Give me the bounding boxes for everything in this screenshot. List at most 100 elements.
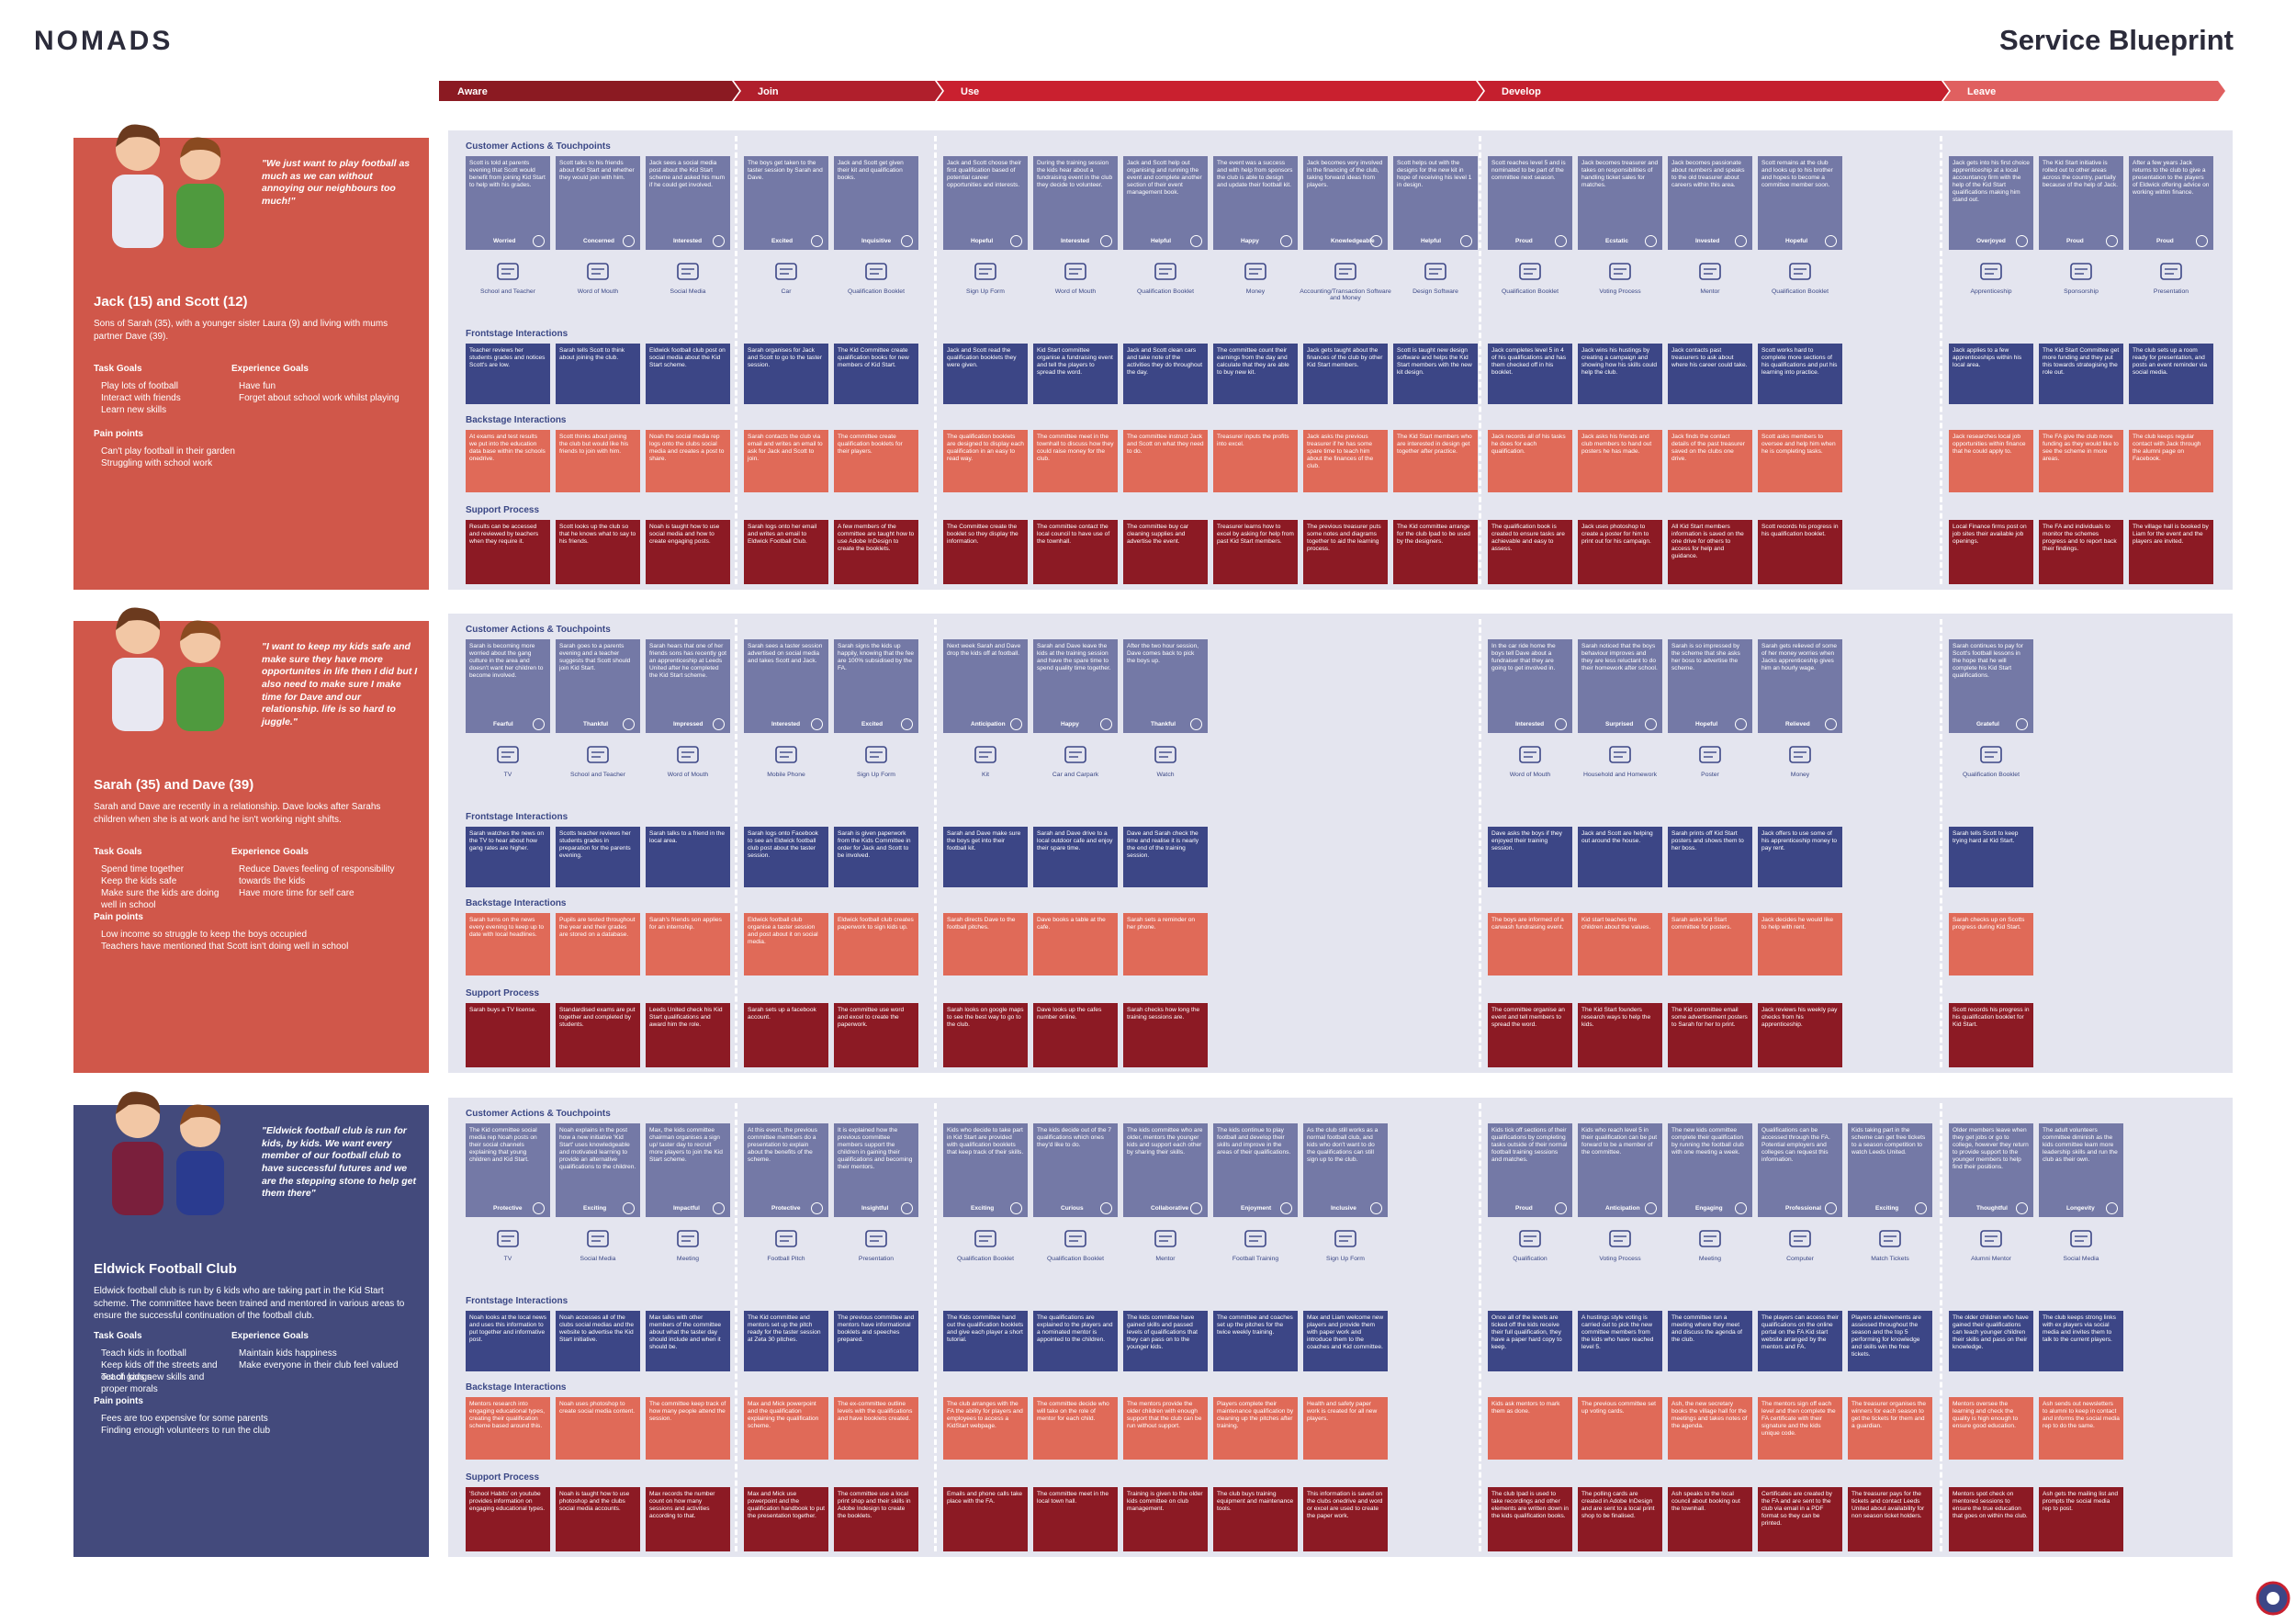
frontstage-card: Scott is taught new design software and … xyxy=(1393,344,1478,404)
action-card: Kids tick off sections of their qualific… xyxy=(1488,1123,1572,1217)
action-text: Older members leave when they get jobs o… xyxy=(1953,1127,2029,1171)
backstage-card: Ash, the new secretary books the village… xyxy=(1668,1397,1752,1460)
action-text: The kids decide out of the 7 qualificati… xyxy=(1037,1127,1112,1149)
emotion: Hopeful xyxy=(971,238,994,245)
emotion: Anticipation xyxy=(1605,1205,1640,1212)
lane-label: Customer Actions & Touchpoints xyxy=(466,1109,611,1119)
emotion: Longevity xyxy=(2066,1205,2095,1212)
task-goal: Keep the kids safe xyxy=(101,876,177,886)
persona-name: Eldwick Football Club xyxy=(94,1261,237,1277)
lane-label: Frontstage Interactions xyxy=(466,1296,568,1306)
lane-label: Backstage Interactions xyxy=(466,898,567,908)
touchpoint-icon xyxy=(1789,1230,1811,1247)
action-card: Scott remains at the club and looks up t… xyxy=(1758,156,1842,250)
pain-point: Teachers have mentioned that Scott isn't… xyxy=(101,942,349,952)
emotion: Fearful xyxy=(493,721,513,728)
icon-shape xyxy=(1154,1230,1176,1247)
persona-bio: Sarah and Dave are recently in a relatio… xyxy=(94,802,381,825)
emotion-face xyxy=(1645,1202,1657,1214)
action-card: Sarah is becoming more worried about the… xyxy=(466,639,550,733)
touchpoint-icon xyxy=(974,263,996,280)
task-goal: Play lots of football xyxy=(101,381,178,391)
frontstage-card: Players achievements are assessed throug… xyxy=(1848,1311,1932,1371)
support-card: Scott records his progress in his qualif… xyxy=(1949,1003,2033,1067)
icon-shape xyxy=(974,263,996,280)
hair xyxy=(180,137,221,158)
icon-shape xyxy=(1980,263,2002,280)
experience-goal: Have more time for self care xyxy=(239,888,355,898)
emotion: Protective xyxy=(493,1205,523,1212)
touchpoint-icon xyxy=(497,746,519,763)
emotion-face xyxy=(1555,718,1567,730)
action-card: Max, the kids committee chairman organis… xyxy=(646,1123,730,1217)
support-card: Results can be accessed and reviewed by … xyxy=(466,520,550,584)
action-card: After the two hour session, Dave comes b… xyxy=(1123,639,1208,733)
support-card: 'School Habits' on youtube provides info… xyxy=(466,1487,550,1551)
icon-shape xyxy=(1980,1230,2002,1247)
emotion-face xyxy=(623,1202,635,1214)
touchpoint-icon xyxy=(775,746,797,763)
support-card: Scott records his progress in his qualif… xyxy=(1758,520,1842,584)
icon-shape xyxy=(974,1230,996,1247)
frontstage-card: Sarah tells Scott to keep trying hard at… xyxy=(1949,827,2033,887)
emotion-face xyxy=(811,235,823,247)
support-card: The committee use a local print shop and… xyxy=(834,1487,918,1551)
backstage-card: Jack decides he would like to help with … xyxy=(1758,913,1842,976)
touchpoint-label: Sign Up Form xyxy=(1326,1256,1365,1262)
touchpoint-label: Word of Mouth xyxy=(1054,288,1097,295)
support-card: Scott looks up the club so that he knows… xyxy=(556,520,640,584)
touchpoint-label: TV xyxy=(503,772,512,778)
action-text: Sarah signs the kids up happily, knowing… xyxy=(838,643,915,672)
touchpoint-icon xyxy=(1519,1230,1541,1247)
action-text: The kids continue to play football and d… xyxy=(1217,1127,1291,1156)
experience-goal: Forget about school work whilst playing xyxy=(239,393,400,403)
emotion: Curious xyxy=(1061,1205,1084,1212)
stage-separator xyxy=(1940,619,1942,1067)
emotion-face xyxy=(811,1202,823,1214)
touchpoint-label: Kit xyxy=(982,772,989,778)
frontstage-card: Sarah prints off Kid Start posters and s… xyxy=(1668,827,1752,887)
touchpoint-icon xyxy=(1609,1230,1631,1247)
touchpoint-label: Mentor xyxy=(1700,288,1720,295)
emotion-face xyxy=(1555,235,1567,247)
action-card: Jack becomes passionate about numbers an… xyxy=(1668,156,1752,250)
emotion-face xyxy=(1825,1202,1837,1214)
emotion-face xyxy=(901,1202,913,1214)
frontstage-card: The qualifications are explained to the … xyxy=(1033,1311,1118,1371)
backstage-card: Scott asks members to oversee and help h… xyxy=(1758,430,1842,492)
support-card: The club buys training equipment and mai… xyxy=(1213,1487,1298,1551)
support-card: The Kid Start founders research ways to … xyxy=(1578,1003,1662,1067)
action-text: Sarah is becoming more worried about the… xyxy=(469,643,544,680)
touchpoint-label: Qualification xyxy=(1513,1256,1548,1262)
stage-separator xyxy=(934,1103,937,1551)
touchpoint-label: Design Software xyxy=(1412,288,1458,295)
action-text: Jack sees a social media post about the … xyxy=(649,160,726,189)
touchpoint-label: Qualification Booklet xyxy=(1963,772,2020,778)
hair xyxy=(116,1091,161,1114)
stage-label: Use xyxy=(961,86,979,97)
frontstage-card: Jack gets taught about the finances of t… xyxy=(1303,344,1388,404)
action-card: Sarah gets relieved of some of her money… xyxy=(1758,639,1842,733)
action-card: The new kids committee complete their qu… xyxy=(1668,1123,1752,1217)
action-text: After a few years Jack returns to the cl… xyxy=(2133,160,2210,197)
emotion: Protective xyxy=(771,1205,801,1212)
stage-separator xyxy=(934,136,937,584)
backstage-card: Sarah sets a reminder on her phone. xyxy=(1123,913,1208,976)
emotion-face xyxy=(533,718,545,730)
action-text: Kids who decide to take part in Kid Star… xyxy=(947,1127,1024,1156)
action-card: In the car ride home the boys tell Dave … xyxy=(1488,639,1572,733)
icon-shape xyxy=(1789,1230,1811,1247)
action-text: The new kids committee complete their qu… xyxy=(1671,1127,1744,1156)
emotion: Thankful xyxy=(1151,721,1176,728)
touchpoint-icon xyxy=(677,263,699,280)
backstage-card: Dave books a table at the cafe. xyxy=(1033,913,1118,976)
lane-label: Customer Actions & Touchpoints xyxy=(466,625,611,635)
stage-separator xyxy=(735,619,737,1067)
badge xyxy=(2256,1581,2290,1616)
backstage-card: Sarah turns on the news every evening to… xyxy=(466,913,550,976)
touchpoint-icon xyxy=(1064,263,1086,280)
action-card: Noah explains in the post how a new init… xyxy=(556,1123,640,1217)
frontstage-card: Jack completes level 5 in 4 of his quali… xyxy=(1488,344,1572,404)
support-card: The polling cards are created in Adobe I… xyxy=(1578,1487,1662,1551)
